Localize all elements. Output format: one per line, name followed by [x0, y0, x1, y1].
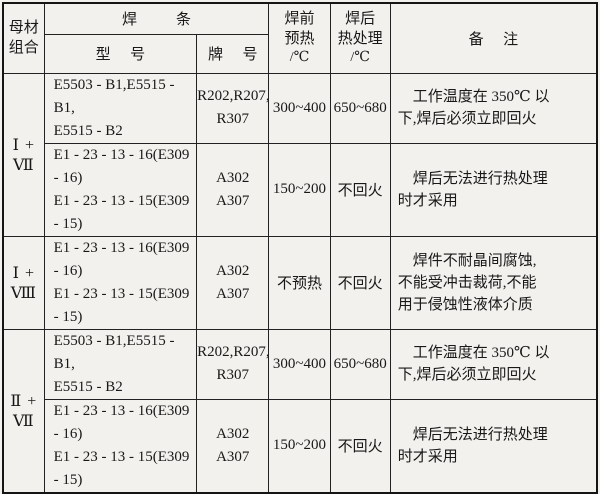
col-header-postweld-line2: 热处理	[337, 31, 383, 48]
model-line: E5503 - B1,E5515 - B1,	[53, 76, 175, 116]
cell-postweld: 不回火	[329, 235, 391, 330]
cell-remark: 工作温度在 350℃ 以 下,焊后必须立即回火	[389, 72, 598, 144]
brand-line: A307	[216, 192, 250, 209]
cell-model: E1 - 23 - 13 - 16(E309 - 16) E1 - 23 - 1…	[43, 235, 198, 330]
cell-brand: A302 A307	[196, 142, 270, 237]
model-line: E1 - 23 - 13 - 16(E309 - 16)	[53, 402, 190, 442]
brand-line: R307	[216, 367, 249, 383]
remark-line: 用于侵蚀性液体介质	[397, 296, 533, 313]
col-header-remarks: 备注	[389, 2, 598, 74]
cell-remark: 焊件不耐晶间腐蚀, 不能受冲击裁荷,不能 用于侵蚀性液体介质	[389, 235, 598, 330]
cell-preheat: 150~200	[268, 142, 331, 237]
col-header-remarks-label: 备注	[468, 31, 538, 48]
cell-preheat: 不预热	[268, 235, 331, 330]
col-header-postweld-line1: 焊后	[345, 11, 376, 28]
cell-model: E1 - 23 - 13 - 16(E309 - 16) E1 - 23 - 1…	[43, 398, 198, 493]
cell-brand: R202,R207, R307	[196, 72, 270, 144]
brand-line: R202,R207,	[197, 344, 269, 360]
table-row: Ⅱ + Ⅶ E5503 - B1,E5515 - B1, E5515 - B2 …	[2, 328, 598, 493]
col-header-model-label: 型号	[95, 47, 165, 63]
model-line: E5503 - B1,E5515 - B1,	[53, 332, 175, 372]
cell-brand: A302 A307	[196, 398, 270, 493]
cell-preheat: 300~400	[268, 72, 331, 144]
col-header-electrode: 焊条	[43, 2, 270, 35]
cell-model: E1 - 23 - 13 - 16(E309 - 16) E1 - 23 - 1…	[43, 142, 198, 237]
brand-line: A307	[216, 448, 250, 465]
table-row: E1 - 23 - 13 - 16(E309 - 16) E1 - 23 - 1…	[3, 398, 598, 493]
cell-base-metal-group-3: Ⅱ + Ⅶ	[2, 328, 45, 493]
brand-line: A307	[216, 285, 250, 302]
col-header-brand: 牌号	[196, 33, 270, 74]
model-line: E1 - 23 - 13 - 16(E309 - 16)	[53, 146, 190, 186]
cell-postweld: 650~680	[329, 72, 391, 144]
cell-base-metal-group-2: Ⅰ + Ⅷ	[2, 235, 45, 330]
remark-line: 工作温度在 350℃ 以	[412, 345, 550, 361]
remark-line: 不能受冲击裁荷,不能	[397, 274, 537, 291]
cell-remark: 焊后无法进行热处理 时才采用	[389, 398, 598, 493]
cell-preheat: 300~400	[268, 328, 331, 400]
model-line: E5515 - B2	[53, 122, 123, 139]
cell-base-metal-group-1: Ⅰ + Ⅶ	[2, 72, 45, 237]
cell-brand: A302 A307	[196, 235, 270, 330]
col-header-preheat: 焊前 预热 /℃	[268, 2, 331, 74]
model-line: E1 - 23 - 13 - 15(E309 - 15)	[53, 448, 190, 488]
remark-line: 工作温度在 350℃ 以	[412, 89, 550, 105]
col-header-postweld: 焊后 热处理 /℃	[329, 2, 391, 74]
cell-remark: 工作温度在 350℃ 以 下,焊后必须立即回火	[389, 328, 598, 400]
brand-line: R307	[216, 111, 249, 127]
table-row: Ⅰ + Ⅷ E1 - 23 - 13 - 16(E309 - 16) E1 - …	[2, 235, 598, 330]
col-header-base-metal-line2: 组合	[8, 40, 39, 57]
remark-line: 下,焊后必须立即回火	[397, 111, 537, 127]
remark-line: 时才采用	[397, 448, 458, 465]
remark-line: 时才采用	[397, 192, 458, 209]
cell-model: E5503 - B1,E5515 - B1, E5515 - B2	[43, 328, 198, 400]
col-header-postweld-unit: /℃	[350, 50, 370, 66]
col-header-base-metal: 母材 组合	[2, 2, 45, 74]
table-row: E1 - 23 - 13 - 16(E309 - 16) E1 - 23 - 1…	[3, 142, 598, 237]
table-row: Ⅰ + Ⅶ E5503 - B1,E5515 - B1, E5515 - B2 …	[2, 72, 598, 237]
remark-line: 下,焊后必须立即回火	[397, 367, 537, 383]
col-header-preheat-line2: 预热	[284, 31, 315, 48]
cell-postweld: 不回火	[329, 398, 391, 493]
col-header-brand-label: 牌号	[207, 47, 258, 63]
col-header-model: 型号	[43, 33, 198, 74]
col-header-electrode-label: 焊条	[121, 12, 230, 29]
col-header-preheat-line1: 焊前	[284, 11, 315, 28]
cell-remark: 焊后无法进行热处理 时才采用	[389, 142, 598, 237]
model-line: E1 - 23 - 13 - 15(E309 - 15)	[53, 285, 190, 325]
col-header-base-metal-line1: 母材	[8, 20, 39, 37]
brand-line: A302	[216, 425, 250, 442]
model-line: E5515 - B2	[53, 378, 123, 395]
cell-preheat: 150~200	[268, 398, 331, 493]
cell-brand: R202,R207, R307	[196, 328, 270, 400]
brand-line: R202,R207,	[197, 88, 269, 104]
col-header-preheat-unit: /℃	[289, 50, 310, 66]
model-line: E1 - 23 - 13 - 16(E309 - 16)	[53, 239, 190, 279]
cell-postweld: 不回火	[329, 142, 391, 237]
remark-line: 焊后无法进行热处理	[412, 170, 548, 187]
cell-postweld: 650~680	[329, 328, 391, 400]
remark-line: 焊后无法进行热处理	[412, 426, 548, 443]
brand-line: A302	[216, 169, 250, 186]
cell-model: E5503 - B1,E5515 - B1, E5515 - B2	[43, 72, 198, 144]
remark-line: 焊件不耐晶间腐蚀,	[412, 252, 537, 269]
model-line: E1 - 23 - 13 - 15(E309 - 15)	[53, 192, 190, 232]
brand-line: A302	[216, 262, 250, 279]
